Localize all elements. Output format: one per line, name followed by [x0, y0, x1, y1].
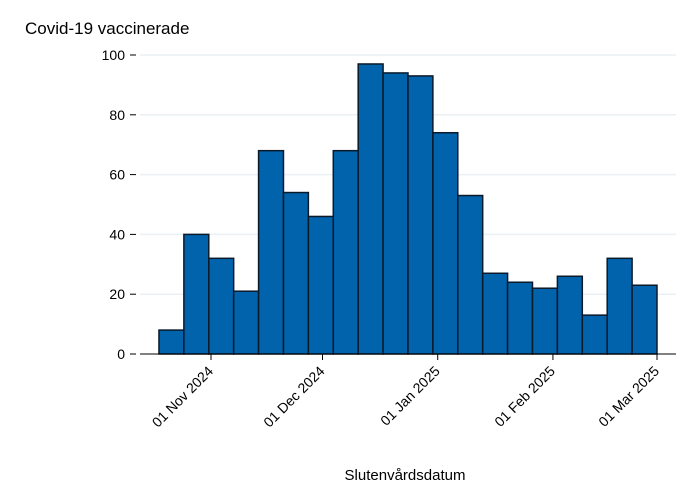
histogram-bar	[581, 314, 608, 355]
y-tick-label: 100	[102, 47, 126, 63]
y-tick-label: 0	[117, 346, 125, 362]
histogram-bar	[208, 257, 235, 355]
histogram-bar	[606, 257, 633, 355]
histogram-bar	[357, 63, 384, 355]
histogram-bar	[407, 75, 434, 355]
x-tick-label: 01 Dec 2024	[260, 363, 328, 431]
histogram-bar	[257, 149, 285, 355]
histogram-bar	[282, 191, 310, 355]
histogram-bar	[556, 275, 584, 355]
histogram-bar	[183, 233, 210, 355]
y-tick-label: 40	[109, 226, 125, 242]
histogram-bar	[531, 287, 559, 355]
x-tick-label: 01 Feb 2025	[491, 363, 558, 430]
chart-title: Covid-19 vaccinerade	[25, 19, 189, 38]
x-tick-label: 01 Jan 2025	[377, 363, 443, 429]
histogram-bar	[432, 131, 459, 355]
y-tick-label: 20	[109, 286, 125, 302]
x-axis-label: Slutenvårdsdatum	[345, 467, 466, 484]
histogram-bar	[631, 284, 658, 355]
histogram-bar	[332, 149, 359, 355]
histogram-bar	[382, 72, 409, 355]
x-tick-label: 01 Mar 2025	[595, 363, 662, 430]
histogram-bar	[506, 281, 534, 355]
histogram-bar	[158, 329, 185, 355]
y-tick-label: 60	[109, 167, 125, 183]
histogram-bar	[457, 194, 484, 355]
histogram-bar	[481, 272, 509, 355]
histogram-bar	[307, 215, 335, 355]
x-tick-label: 01 Nov 2024	[149, 363, 217, 431]
y-tick-label: 80	[109, 107, 125, 123]
histogram-bar	[232, 290, 260, 355]
